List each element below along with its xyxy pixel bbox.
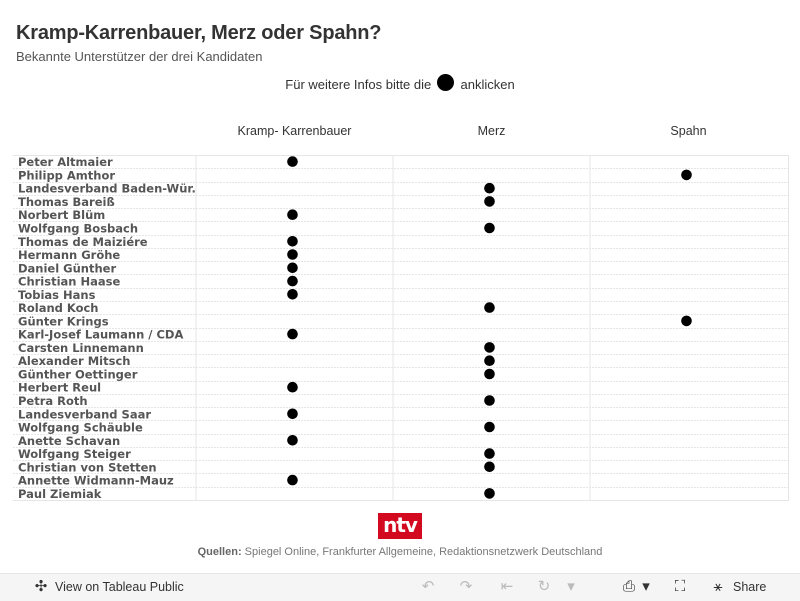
row-label: Hermann Gröhe [18, 248, 120, 262]
row-label: Wolfgang Schäuble [18, 421, 143, 435]
supporter-dot[interactable] [287, 275, 298, 287]
refresh-icon[interactable]: ↻ [537, 578, 551, 595]
view-on-tableau-link[interactable]: View on Tableau Public [55, 580, 184, 594]
supporter-dot[interactable] [681, 315, 692, 327]
supporter-dot[interactable] [287, 289, 298, 300]
supporter-dot[interactable] [287, 156, 298, 167]
share-button[interactable]: Share [733, 580, 767, 594]
supporter-dot[interactable] [484, 342, 495, 353]
supporter-dot[interactable] [287, 381, 298, 393]
supporter-dot[interactable] [287, 209, 298, 220]
sources-label: Quellen: [197, 546, 242, 558]
row-label: Annette Widmann-Mauz [18, 474, 174, 488]
row-label: Daniel Günther [18, 261, 116, 275]
supporter-dot[interactable] [484, 182, 495, 194]
share-icon[interactable]: ⚹ [713, 578, 723, 595]
row-label: Günther Oettinger [18, 368, 138, 382]
supporter-dot[interactable] [484, 196, 495, 207]
supporter-dot[interactable] [287, 408, 298, 420]
column-header-merz: Merz [477, 124, 506, 138]
supporter-dot[interactable] [287, 328, 298, 340]
supporter-dot[interactable] [484, 488, 495, 499]
supporter-dot[interactable] [484, 355, 495, 366]
download-chevron-down-icon[interactable]: ▾ [642, 578, 650, 595]
row-label: Karl-Josef Laumann / CDA [18, 328, 183, 342]
hint-text-before: Für weitere Infos bitte die [285, 77, 432, 92]
row-label: Christian von Stetten [18, 460, 157, 474]
chart-subtitle: Bekannte Unterstützer der drei Kandidate… [16, 49, 263, 64]
supporter-dot[interactable] [484, 421, 495, 433]
click-hint: Für weitere Infos bitte die anklicken [0, 74, 800, 92]
row-label: Carsten Linnemann [18, 341, 144, 355]
supporter-dot[interactable] [287, 262, 298, 274]
row-label: Herbert Reul [18, 381, 101, 395]
row-label: Anette Schavan [18, 434, 120, 448]
fullscreen-icon[interactable]: ⛶ [674, 578, 686, 595]
sources-text: Spiegel Online, Frankfurter Allgemeine, … [241, 546, 603, 558]
row-label: Thomas de Maiziére [18, 235, 148, 249]
row-label: Paul Ziemiak [18, 487, 102, 501]
supporter-dot[interactable] [287, 236, 298, 247]
refresh-menu-chevron-down-icon[interactable]: ▾ [567, 578, 575, 595]
column-header-spahn: Spahn [670, 124, 707, 138]
column-header-kramp-karrenbauer: Kramp- Karrenbauer [237, 124, 352, 138]
tableau-toolbar: ✣ View on Tableau Public ↶ ↷ ⇤ ↻ ▾ ⎙ ▾ ⛶… [0, 573, 800, 601]
row-label: Norbert Blüm [18, 208, 105, 222]
supporter-dot[interactable] [287, 249, 298, 260]
supporter-dot[interactable] [287, 474, 298, 486]
row-label: Wolfgang Steiger [18, 447, 131, 461]
row-label: Alexander Mitsch [18, 354, 130, 368]
supporter-dot[interactable] [484, 368, 495, 380]
revert-icon[interactable]: ⇤ [500, 578, 514, 595]
redo-icon[interactable]: ↷ [459, 578, 473, 595]
supporter-dot[interactable] [484, 448, 495, 459]
supporter-dot[interactable] [484, 461, 495, 473]
row-label: Christian Haase [18, 275, 120, 289]
row-label: Philipp Amthor [18, 168, 115, 182]
chart-title: Kramp-Karrenbauer, Merz oder Spahn? [16, 22, 382, 44]
sources-line: Quellen: Spiegel Online, Frankfurter All… [0, 546, 800, 558]
supporter-dot[interactable] [484, 302, 495, 313]
hint-dot-icon [436, 74, 454, 91]
row-label: Tobias Hans [18, 288, 96, 302]
supporter-dot[interactable] [484, 222, 495, 234]
row-label: Günter Krings [18, 314, 109, 328]
tableau-icon[interactable]: ✣ [34, 578, 48, 595]
row-label: Thomas Bareiß [18, 195, 115, 209]
supporter-dot[interactable] [484, 395, 495, 406]
undo-icon[interactable]: ↶ [421, 578, 435, 595]
row-label: Roland Koch [18, 301, 99, 315]
ntv-logo[interactable]: ntv [378, 513, 422, 539]
row-label: Wolfgang Bosbach [18, 222, 138, 236]
row-label: Landesverband Baden-Wür. [18, 182, 196, 196]
row-label: Peter Altmaier [18, 155, 113, 169]
hint-text-after: anklicken [460, 77, 515, 92]
supporter-dot[interactable] [287, 435, 298, 446]
row-label: Petra Roth [18, 394, 88, 408]
row-label: Landesverband Saar [18, 407, 151, 421]
download-icon[interactable]: ⎙ [622, 578, 635, 595]
supporter-dot[interactable] [681, 169, 692, 181]
